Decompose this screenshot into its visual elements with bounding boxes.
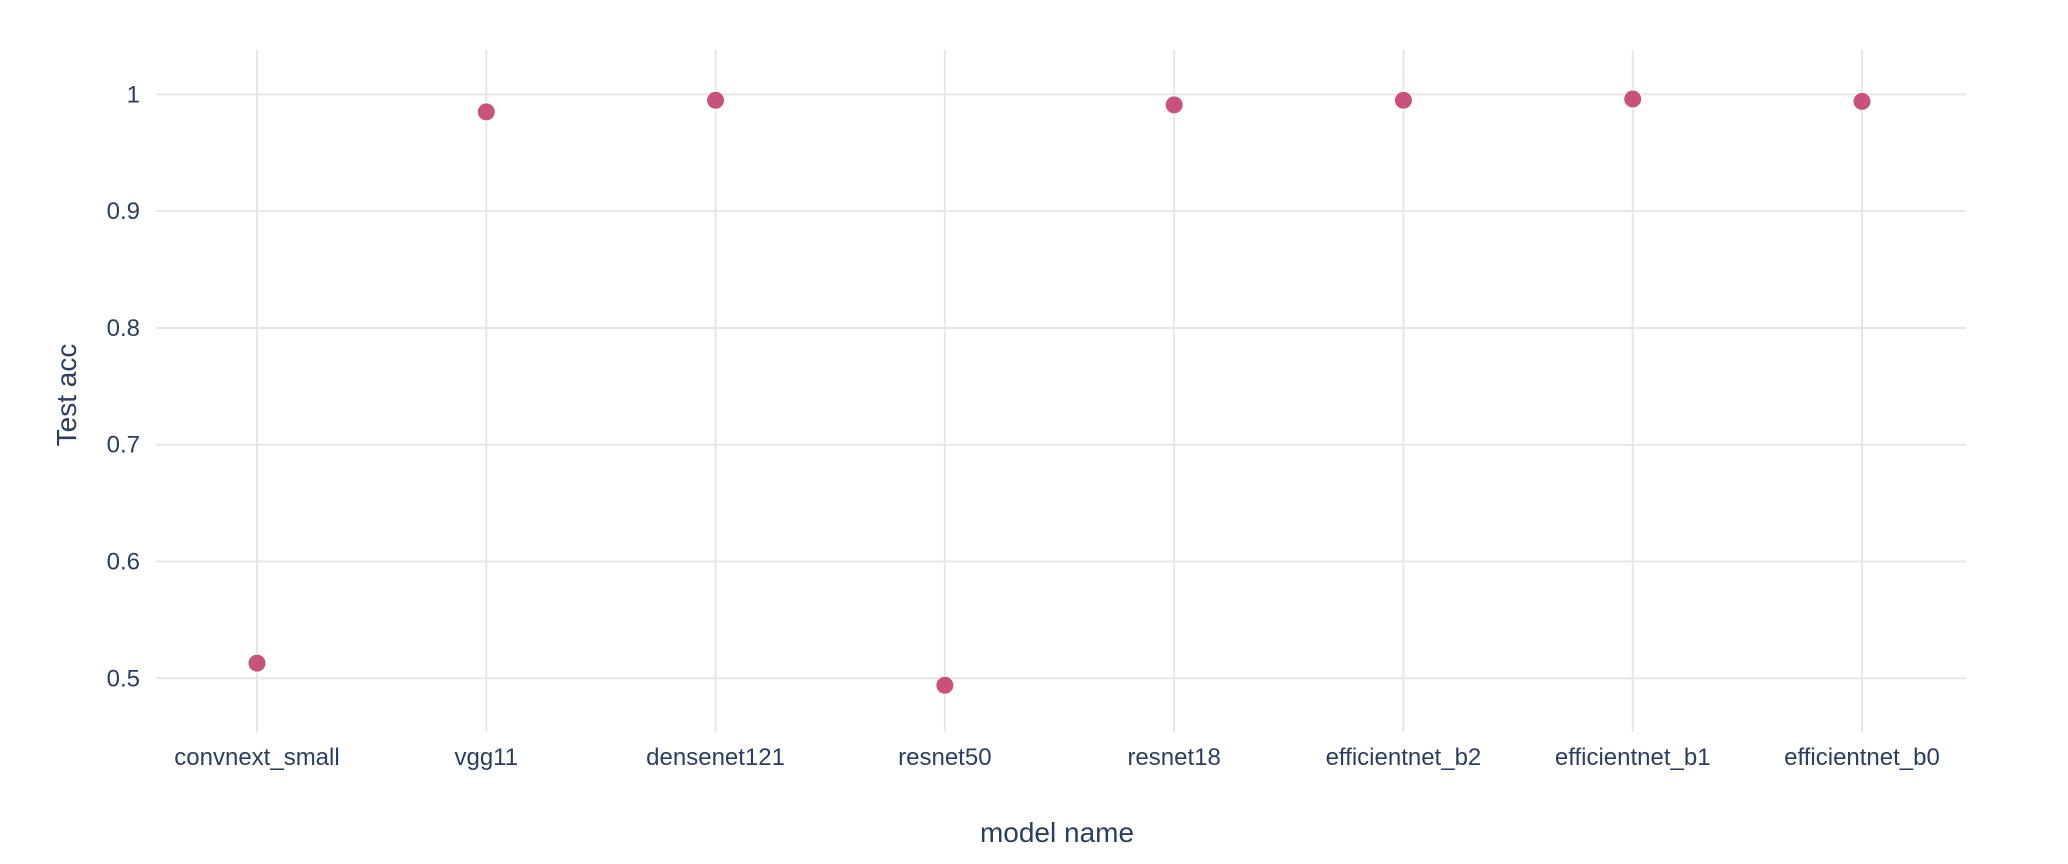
x-tick-label: efficientnet_b0: [1784, 744, 1940, 771]
data-point[interactable]: [935, 675, 955, 695]
data-point[interactable]: [1164, 95, 1184, 115]
vertical-gridlines: [256, 50, 1863, 732]
y-tick-label: 0.9: [107, 198, 140, 225]
x-axis-title: model name: [980, 817, 1134, 848]
x-tick-label: efficientnet_b1: [1555, 744, 1711, 771]
data-point[interactable]: [476, 102, 496, 122]
y-tick-label: 0.5: [107, 665, 140, 692]
x-tick-label: convnext_small: [174, 744, 339, 771]
data-points: [247, 89, 1872, 695]
data-point[interactable]: [247, 653, 267, 673]
y-tick-label: 0.7: [107, 432, 140, 459]
data-point[interactable]: [1393, 90, 1413, 110]
y-tick-label: 1: [127, 81, 140, 108]
x-tick-label: resnet50: [898, 744, 991, 771]
data-point[interactable]: [1623, 89, 1643, 109]
x-tick-label: resnet18: [1127, 744, 1220, 771]
y-axis-tick-labels: 0.5 0.6 0.7 0.8 0.9 1: [107, 81, 140, 692]
x-tick-label: vgg11: [454, 744, 518, 771]
x-axis-tick-labels: convnext_small vgg11 densenet121 resnet50 re…: [174, 744, 1940, 771]
y-tick-label: 0.8: [107, 315, 140, 342]
x-tick-label: densenet121: [646, 744, 785, 771]
y-tick-label: 0.6: [107, 549, 140, 576]
horizontal-gridlines: [156, 93, 1966, 680]
y-axis-title: Test acc: [51, 344, 82, 447]
x-tick-label: efficientnet_b2: [1326, 744, 1482, 771]
data-point[interactable]: [706, 90, 726, 110]
data-point[interactable]: [1852, 91, 1872, 111]
